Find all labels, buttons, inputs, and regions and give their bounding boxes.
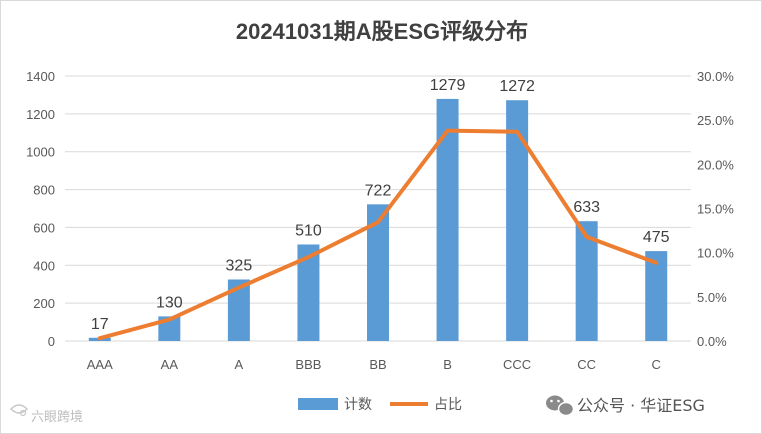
x-axis-ticks: AAA AA A BBB BB B CCC CC C — [87, 357, 661, 372]
bar — [227, 279, 250, 341]
bar — [367, 204, 389, 341]
y-tick-label: 600 — [33, 220, 55, 235]
bar-value-label: 1272 — [499, 78, 535, 95]
y2-tick-label: 25.0% — [697, 113, 734, 128]
y-tick-label: 1200 — [26, 107, 55, 122]
legend: 计数 占比 — [298, 396, 462, 412]
y2-axis-ticks: 0.0% 5.0% 10.0% 15.0% 20.0% 25.0% 30.0% — [697, 69, 734, 349]
wechat-icon — [546, 395, 575, 417]
brand-watermark: 公众号 · 华证ESG — [577, 396, 705, 415]
bar — [297, 244, 320, 341]
bar-value-label: 1279 — [430, 77, 466, 94]
y2-tick-label: 15.0% — [697, 202, 734, 217]
bar-value-label: 510 — [295, 222, 322, 239]
x-tick-label: AA — [161, 357, 179, 372]
data-labels: 17 130 325 510 722 1279 1272 633 475 — [91, 77, 670, 333]
bar-value-label: 17 — [91, 316, 109, 333]
bar-value-label: 475 — [643, 229, 670, 246]
bar — [436, 98, 459, 342]
bar-value-label: 633 — [573, 199, 600, 216]
x-tick-label: B — [443, 357, 452, 372]
x-tick-label: C — [652, 357, 661, 372]
y-tick-label: 800 — [33, 183, 55, 198]
bar — [645, 251, 668, 341]
y2-tick-label: 10.0% — [697, 246, 734, 261]
y-tick-label: 1000 — [26, 145, 55, 160]
y-tick-label: 400 — [33, 258, 55, 273]
bar-value-label: 325 — [226, 257, 253, 274]
y2-tick-label: 0.0% — [697, 334, 727, 349]
share-line — [97, 128, 659, 341]
legend-label-line: 占比 — [434, 396, 462, 412]
chart-title: 20241031期A股ESG评级分布 — [236, 19, 528, 44]
x-tick-label: CC — [577, 357, 596, 372]
y-axis-ticks: 0 200 400 600 800 1000 1200 1400 — [26, 69, 55, 349]
x-tick-label: AAA — [87, 357, 113, 372]
line-series — [97, 128, 659, 341]
x-tick-label: BBB — [295, 357, 321, 372]
y-tick-label: 0 — [48, 334, 55, 349]
bar-value-label: 130 — [156, 294, 183, 311]
y-tick-label: 200 — [33, 296, 55, 311]
x-tick-label: BB — [369, 357, 386, 372]
x-tick-label: CCC — [503, 357, 531, 372]
bar — [575, 221, 598, 341]
y2-tick-label: 30.0% — [697, 69, 734, 84]
y2-tick-label: 5.0% — [697, 290, 727, 305]
bar-value-label: 722 — [365, 182, 392, 199]
corner-watermark: 六眼跨境 — [31, 410, 83, 425]
legend-swatch-bar — [298, 398, 338, 410]
bar — [506, 100, 529, 341]
y-tick-label: 1400 — [26, 69, 55, 84]
x-tick-label: A — [235, 357, 244, 372]
scarf-logo-icon — [9, 404, 29, 417]
bar-series — [88, 98, 668, 342]
y2-tick-label: 20.0% — [697, 157, 734, 172]
legend-label-bar: 计数 — [344, 396, 372, 412]
